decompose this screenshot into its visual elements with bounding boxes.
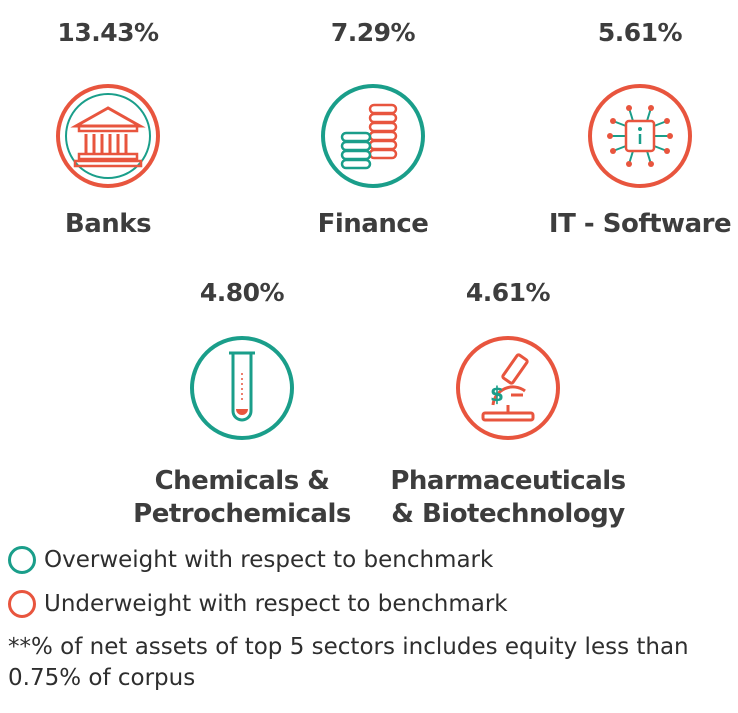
sector-banks: 13.43% Banks: [0, 18, 228, 248]
sector-chemicals-petrochemicals: 4.80% Chemicals & Petrochemicals: [122, 278, 362, 538]
footnote: **% of net assets of top 5 sectors inclu…: [8, 634, 689, 691]
sector-pharmaceuticals-biotechnology: 4.61% $ Pharmaceuticals & Biotechnology: [388, 278, 628, 538]
sector-name-line2: & Biotechnology: [391, 499, 625, 529]
microscope-icon: $: [456, 336, 560, 440]
circuit-chip-icon: [588, 84, 692, 188]
sector-percentage: 4.61%: [465, 278, 551, 307]
legend-underweight: Underweight with respect to benchmark: [8, 590, 508, 618]
bank-building-icon: [56, 84, 160, 188]
coin-stacks-icon: [321, 84, 425, 188]
sector-name-line2: Petrochemicals: [133, 499, 351, 529]
sector-percentage: 7.29%: [330, 18, 416, 47]
sector-percentage: 5.61%: [597, 18, 683, 47]
sector-name-line1: Chemicals &: [154, 466, 330, 496]
svg-text:$: $: [490, 382, 504, 406]
sector-percentage: 13.43%: [57, 18, 159, 47]
sector-it-software: 5.61% IT - Software: [520, 18, 738, 248]
sector-name: Finance: [317, 209, 429, 239]
teal-ring-icon: [8, 546, 36, 574]
sector-name: Banks: [64, 209, 152, 239]
sector-name: IT - Software: [548, 209, 732, 239]
legend-overweight-label: Overweight with respect to benchmark: [44, 547, 494, 573]
sector-percentage: 4.80%: [199, 278, 285, 307]
orange-ring-icon: [8, 590, 36, 618]
test-tube-icon: [190, 336, 294, 440]
legend-underweight-label: Underweight with respect to benchmark: [44, 591, 508, 617]
legend-overweight: Overweight with respect to benchmark: [8, 546, 493, 574]
sector-name-line1: Pharmaceuticals: [390, 466, 626, 496]
sector-finance: 7.29% Finance: [253, 18, 493, 248]
